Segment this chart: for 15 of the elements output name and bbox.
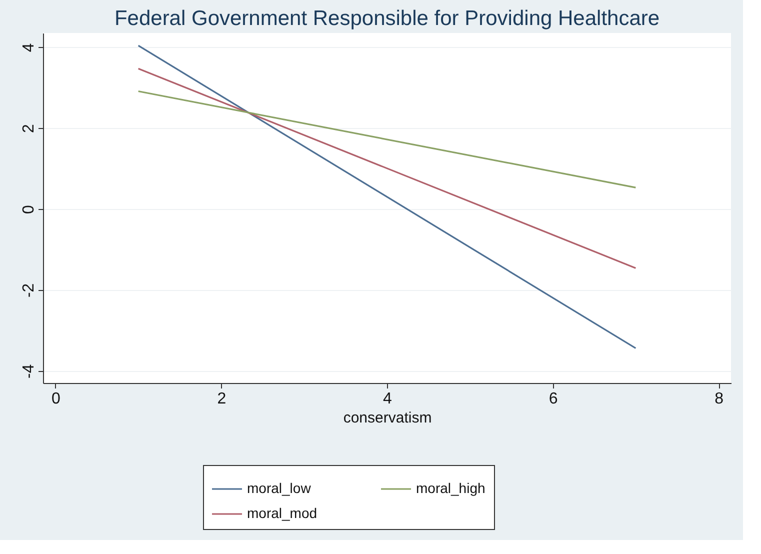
x-tick-label: 2 xyxy=(217,390,226,408)
y-tick-label: 4 xyxy=(20,43,38,52)
y-tick-label: -4 xyxy=(20,364,38,378)
chart-title: Federal Government Responsible for Providing Healthcare xyxy=(114,7,660,30)
x-axis-title: conservatism xyxy=(343,410,432,426)
x-tick-label: 0 xyxy=(51,390,60,408)
x-tick-label: 6 xyxy=(548,390,558,408)
x-tick-label: 8 xyxy=(714,390,724,408)
y-tick-label: 0 xyxy=(20,204,38,214)
legend-label: moral_mod xyxy=(247,505,318,521)
y-tick-label: 2 xyxy=(20,124,38,134)
legend-label: moral_low xyxy=(247,480,312,496)
x-tick-label: 4 xyxy=(383,390,392,408)
y-tick-label: -2 xyxy=(20,283,38,298)
legend-label: moral_high xyxy=(416,480,486,496)
